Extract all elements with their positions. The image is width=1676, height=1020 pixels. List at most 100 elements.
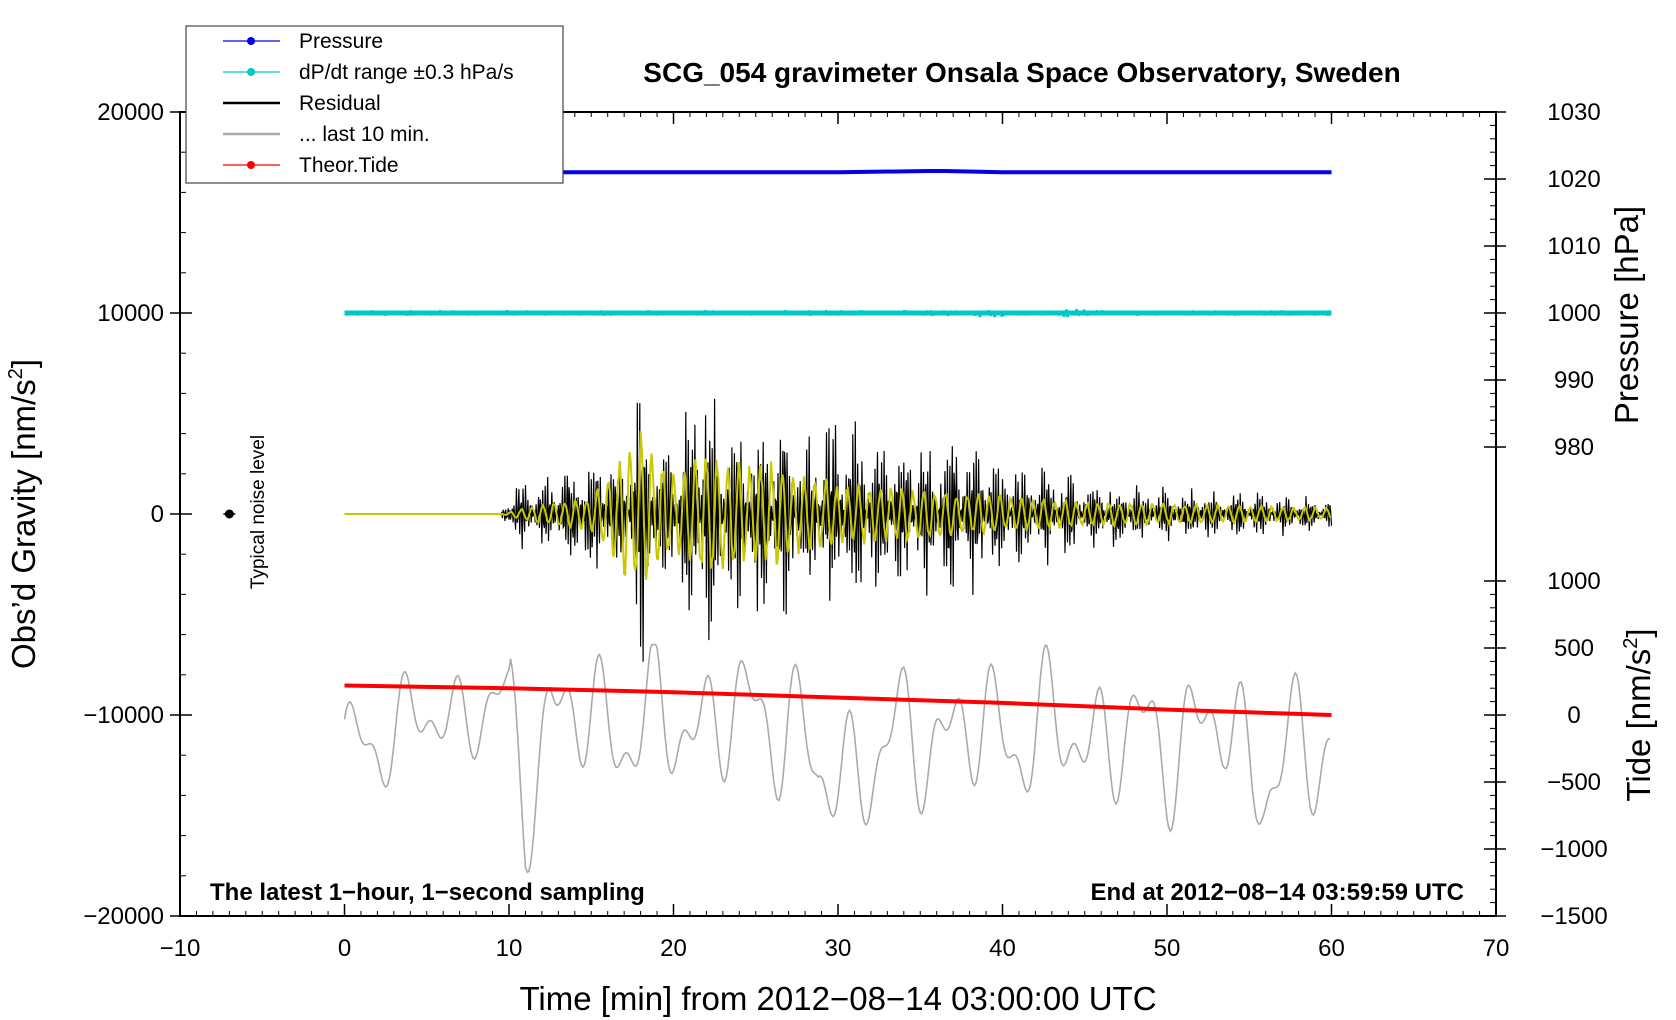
dpdt-point (366, 312, 370, 316)
dpdt-point (738, 311, 742, 315)
dpdt-point (509, 311, 513, 315)
y-pressure-tick-label: 1020 (1547, 166, 1600, 193)
dpdt-point (1238, 310, 1242, 314)
dpdt-point (574, 312, 579, 316)
dpdt-point (581, 312, 585, 316)
noise-label: Typical noise level (248, 435, 269, 589)
dpdt-point (1104, 310, 1108, 314)
dpdt-point (1068, 310, 1072, 314)
dpdt-point (1108, 311, 1112, 316)
dpdt-point (440, 311, 444, 315)
dpdt-point (847, 310, 851, 314)
x-tick-labels: −10 0 10 20 30 40 50 60 70 (160, 935, 1510, 962)
dpdt-point (487, 310, 491, 315)
dpdt-point (1002, 312, 1006, 317)
dpdt-point (667, 312, 671, 316)
dpdt-point (1292, 311, 1296, 315)
dpdt-point (457, 310, 461, 315)
dpdt-point (1180, 311, 1184, 315)
dpdt-point (408, 312, 412, 316)
dpdt-point (1326, 311, 1330, 316)
y-pressure-tick-label: 980 (1554, 434, 1594, 461)
dpdt-point (597, 312, 601, 316)
dpdt-point (1062, 313, 1066, 318)
dpdt-point (946, 313, 950, 317)
dpdt-point (774, 312, 778, 316)
dpdt-point (1040, 312, 1044, 316)
legend-label: ... last 10 min. (299, 123, 430, 146)
dpdt-point (760, 312, 764, 316)
dpdt-point (757, 311, 762, 315)
dpdt-point (1130, 311, 1134, 315)
dpdt-point (922, 312, 926, 316)
dpdt-point (628, 310, 633, 315)
dpdt-point (1051, 311, 1055, 315)
dpdt-point (356, 311, 360, 315)
dpdt-point (344, 311, 349, 315)
dpdt-point (531, 310, 535, 314)
dpdt-point (1160, 311, 1165, 315)
y-pressure-tick-label: 1000 (1547, 300, 1600, 327)
dpdt-point (1048, 312, 1052, 316)
dpdt-point (477, 310, 481, 314)
dpdt-point (1133, 311, 1137, 315)
y-pressure-tick-label: 990 (1554, 367, 1594, 394)
dpdt-point (769, 311, 773, 315)
legend-label: Theor.Tide (299, 154, 399, 177)
dpdt-point (647, 310, 651, 314)
dpdt-point (744, 310, 749, 315)
dpdt-point (1171, 312, 1175, 316)
y-left-tick-label: −20000 (83, 903, 164, 930)
dpdt-point (978, 314, 982, 318)
dpdt-point (1095, 311, 1099, 315)
series-last-10-min (343, 643, 1331, 874)
y-pressure-tick-labels: 980 990 1000 1010 1020 1030 (1547, 99, 1600, 461)
dpdt-point (981, 311, 985, 315)
dpdt-point (586, 311, 590, 315)
dpdt-point (1303, 312, 1307, 316)
dpdt-point (1246, 310, 1250, 314)
legend-marker (247, 161, 255, 169)
dpdt-point (714, 310, 718, 314)
dpdt-point (495, 310, 499, 314)
dpdt-point (633, 310, 637, 314)
dpdt-point (1248, 310, 1252, 314)
y-axis-label-left-close: ] (5, 359, 42, 368)
y-tide-tick-labels: −1500 −1000 −500 0 500 1000 (1540, 568, 1607, 930)
dpdt-point (722, 310, 726, 314)
dpdt-point (836, 310, 840, 314)
dpdt-point (600, 312, 604, 316)
dpdt-point (936, 310, 940, 315)
dpdt-point (1227, 312, 1231, 316)
dpdt-point (593, 312, 597, 316)
dpdt-point (359, 311, 363, 315)
dpdt-point (419, 311, 423, 315)
dpdt-point (885, 312, 889, 316)
dpdt-point (393, 312, 397, 316)
dpdt-point (1188, 312, 1192, 316)
dpdt-point (1274, 311, 1278, 315)
dpdt-point (890, 311, 894, 315)
dpdt-point (1320, 310, 1325, 314)
dpdt-point (899, 312, 903, 316)
dpdt-point (821, 311, 825, 315)
y-tide-tick-label: −500 (1547, 769, 1601, 796)
y-tide-tick-label: 500 (1554, 635, 1594, 662)
dpdt-point (999, 310, 1003, 314)
dpdt-point (654, 310, 659, 314)
dpdt-point (941, 311, 945, 315)
dpdt-point (1299, 312, 1303, 316)
dpdt-point (791, 311, 795, 315)
dpdt-point (480, 311, 484, 315)
dpdt-point (1086, 312, 1090, 317)
dpdt-point (902, 309, 906, 314)
dpdt-point (1182, 310, 1186, 314)
dpdt-point (1269, 310, 1274, 314)
x-tick-label: 40 (989, 935, 1016, 962)
dpdt-point (710, 311, 714, 315)
dpdt-point (427, 311, 431, 315)
chart-title: SCG_054 gravimeter Onsala Space Observat… (643, 57, 1400, 88)
dpdt-point (1010, 311, 1014, 315)
y-axis-label-tide-main: Tide [nm/s (1620, 649, 1657, 802)
y-left-tick-labels: −20000 −10000 0 10000 20000 (83, 99, 164, 930)
